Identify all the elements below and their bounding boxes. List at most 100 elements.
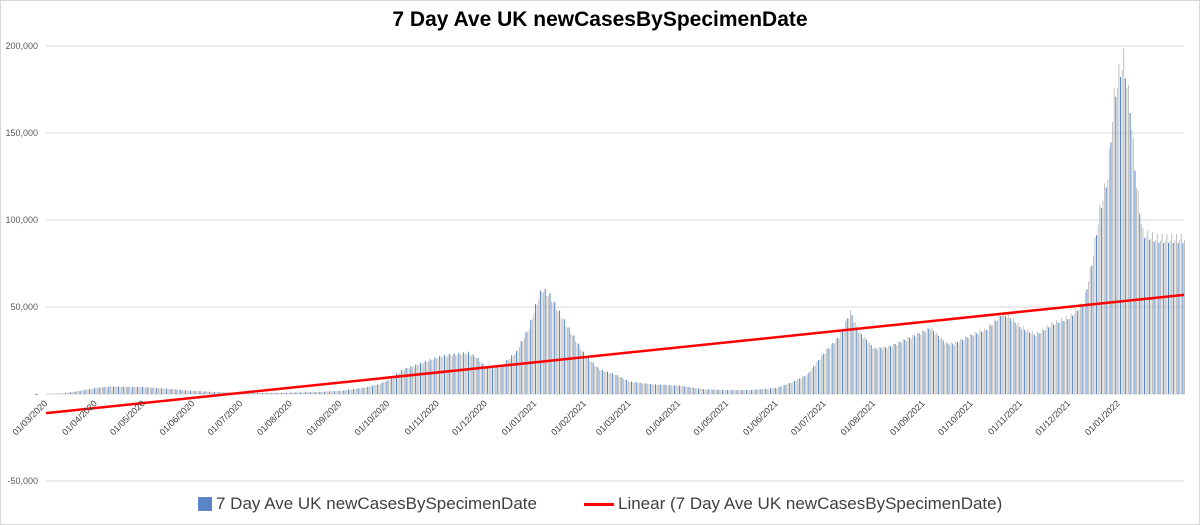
bar [364, 387, 366, 394]
bar [685, 386, 687, 394]
bar [551, 301, 553, 394]
bar [642, 383, 644, 394]
bar [696, 388, 698, 394]
bar [316, 391, 318, 394]
bar [1116, 87, 1118, 394]
x-tick-label: 01/04/2020 [60, 398, 99, 437]
bar [945, 342, 947, 394]
bar [285, 392, 287, 394]
bar [992, 325, 994, 394]
bar [66, 392, 68, 394]
bar [89, 389, 91, 394]
bar [1172, 243, 1174, 394]
bar [746, 390, 748, 394]
x-tick-label: 01/10/2020 [353, 398, 392, 437]
bar [418, 365, 420, 394]
bar [1068, 318, 1070, 394]
bar [710, 389, 712, 394]
y-tick-label: 150,000 [5, 128, 38, 138]
bar [840, 331, 842, 394]
legend-swatch-bars [198, 497, 212, 511]
bar [141, 386, 143, 394]
x-tick-label: 01/01/2022 [1083, 398, 1122, 437]
bar [843, 328, 845, 394]
bar [514, 354, 516, 394]
bar [520, 341, 522, 394]
bar [332, 391, 334, 394]
bar [290, 392, 292, 394]
bar [822, 353, 824, 394]
bar [125, 387, 127, 394]
bar [581, 350, 583, 394]
bar [181, 389, 183, 394]
bar [576, 343, 578, 394]
bar [989, 324, 990, 394]
bar [170, 389, 172, 394]
bar [782, 385, 784, 394]
bar [926, 327, 928, 394]
bar [704, 389, 706, 394]
x-tick-label: 01/08/2021 [838, 398, 877, 437]
bar [191, 390, 193, 394]
bar [573, 335, 575, 394]
bar [455, 355, 457, 394]
bar [1038, 333, 1040, 394]
bar [117, 386, 119, 394]
bar [221, 392, 223, 394]
bar [65, 392, 67, 394]
bar [392, 376, 394, 394]
bar [824, 353, 826, 394]
bar [333, 391, 335, 394]
bar [293, 392, 295, 394]
bar [375, 385, 377, 394]
bar [686, 386, 688, 394]
bar [189, 390, 191, 394]
bar [560, 317, 562, 394]
bar [637, 383, 639, 394]
bar [806, 374, 808, 394]
bar [664, 384, 666, 394]
bar [809, 371, 811, 394]
bar [662, 384, 664, 394]
bar [915, 336, 917, 394]
bar [883, 346, 885, 394]
bar [443, 355, 445, 394]
bar [1110, 142, 1112, 394]
bar [311, 392, 313, 394]
bar [461, 354, 463, 394]
bar [629, 381, 631, 394]
bar [1136, 187, 1138, 394]
bar [568, 327, 570, 394]
bar [923, 331, 925, 394]
bar [528, 328, 530, 394]
bar [953, 345, 955, 394]
bar [1070, 313, 1072, 394]
bar [1139, 213, 1141, 394]
bar [1056, 320, 1058, 394]
bar [575, 341, 576, 394]
bar [666, 385, 668, 394]
bar [407, 368, 409, 394]
bar [902, 339, 904, 394]
bar [1022, 326, 1024, 394]
legend: 7 Day Ave UK newCasesBySpecimenDate Line… [0, 494, 1200, 516]
bar [298, 392, 300, 394]
bar [1108, 148, 1110, 394]
bar [415, 364, 417, 394]
bar [77, 391, 79, 394]
bar [816, 361, 818, 394]
bar [897, 341, 899, 394]
bar [413, 366, 415, 394]
bar [303, 392, 305, 394]
bar [143, 386, 145, 394]
bar [1072, 315, 1074, 394]
bar [183, 390, 185, 394]
bar [592, 362, 594, 394]
bar [421, 363, 423, 394]
bar [348, 389, 350, 394]
bar [81, 390, 83, 394]
bar [368, 386, 370, 394]
bar [261, 392, 263, 394]
bar [654, 384, 656, 394]
